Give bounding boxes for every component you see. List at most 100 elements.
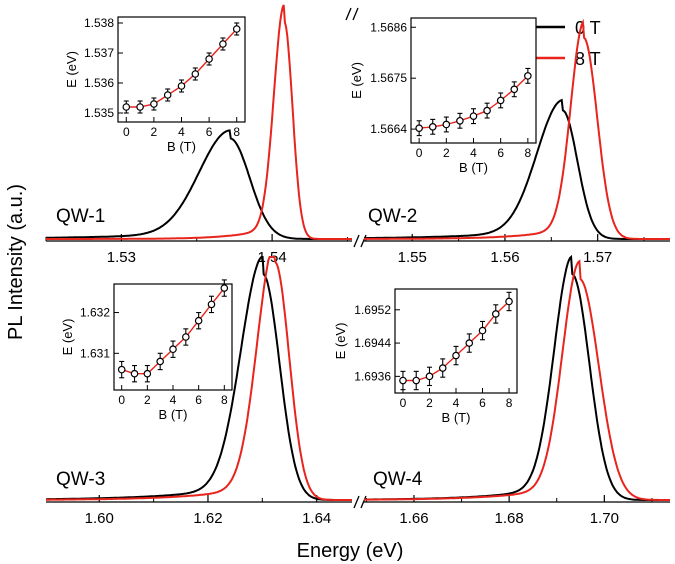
inset-x-tick-label-qw2: 2: [443, 146, 450, 160]
data-point-marker: [483, 106, 491, 115]
inset-point-qw3: [130, 364, 139, 383]
data-point-marker: [456, 116, 464, 125]
inset-x-tick-label-qw3: 6: [195, 393, 202, 407]
inset-point-qw1: [191, 67, 200, 81]
inset-point-qw3: [220, 279, 229, 297]
data-point-marker: [505, 297, 513, 306]
inset-y-tick-label-qw1: 1.538: [84, 16, 114, 30]
inset-x-tick-label-qw2: 0: [416, 146, 423, 160]
inset-point-qw4: [399, 370, 407, 391]
inset-y-label-qw3: E (eV): [60, 319, 75, 356]
inset-x-label-qw3: B (T): [159, 407, 188, 422]
inset-y-label-qw4: E (eV): [333, 323, 348, 360]
data-point-marker: [220, 284, 229, 292]
data-point-marker: [425, 372, 434, 381]
inset-x-tick-label-qw4: 6: [479, 396, 486, 410]
inset-qw4: 0 2 4 6 8 1.6936 1.6944 1.6952 B (T) E (eV): [333, 288, 518, 425]
data-point-marker: [415, 124, 423, 132]
break-slash: [352, 7, 359, 21]
inset-point-qw2: [524, 67, 532, 84]
panel-label-qw2: QW-2: [368, 206, 417, 227]
data-point-marker: [491, 310, 500, 318]
inset-y-tick-label-qw2: 1.5664: [370, 122, 407, 136]
x-axis-label: Energy (eV): [297, 540, 404, 562]
data-point-marker: [428, 122, 437, 131]
data-point-marker: [465, 339, 474, 347]
legend-label-0t: 0 T: [575, 18, 601, 38]
data-point-marker: [122, 103, 131, 111]
data-point-marker: [442, 120, 451, 129]
data-point-marker: [452, 351, 460, 360]
break-gap: [346, 7, 358, 21]
inset-y-tick-label-qw3: 1.631: [80, 346, 110, 360]
panel-label-qw3: QW-3: [56, 469, 105, 490]
inset-y-label-qw1: E (eV): [64, 51, 79, 88]
data-point-marker: [469, 112, 478, 120]
x-tick-label-qw2: 1.57: [583, 249, 612, 266]
inset-point-qw1: [177, 79, 186, 93]
spectrum-qw3-8t: [46, 256, 352, 501]
inset-x-label-qw2: B (T): [459, 160, 488, 175]
x-tick-label-qw2: 1.55: [398, 249, 427, 266]
panel-label-qw4: QW-4: [373, 469, 423, 490]
data-point-marker: [117, 365, 126, 374]
inset-y-tick-label-qw2: 1.5686: [370, 20, 407, 34]
inset-point-qw4: [425, 366, 434, 387]
inset-qw1: 0 2 4 6 8 1.535 1.536 1.537 1.538 B (T) E (eV): [64, 16, 246, 154]
inset-qw3: 0 2 4 6 8 1.631 1.632 B (T) E (eV): [60, 279, 233, 422]
break-slash: [353, 234, 360, 248]
inset-point-qw3: [156, 352, 164, 371]
inset-y-label-qw2: E (eV): [349, 62, 364, 99]
data-point-marker: [524, 72, 532, 80]
break-gap: [354, 234, 366, 248]
axis-breaks: //: [345, 7, 367, 509]
data-point-marker: [156, 357, 164, 366]
inset-x-tick-label-qw1: 0: [123, 125, 130, 139]
data-point-marker: [182, 333, 190, 341]
data-point-marker: [219, 40, 227, 48]
inset-point-qw2: [428, 118, 437, 135]
inset-x-tick-label-qw4: 4: [453, 396, 460, 410]
inset-y-tick-label-qw4: 1.6936: [354, 369, 391, 383]
inset-point-qw2: [415, 120, 423, 137]
inset-point-qw1: [219, 37, 227, 51]
inset-x-tick-label-qw4: 0: [400, 396, 407, 410]
inset-x-tick-label-qw1: 8: [233, 125, 240, 139]
inset-x-tick-label-qw4: 8: [506, 396, 513, 410]
panel-qw4: 1.66 1.68 1.70 QW-4 0 2 4 6 8 1.6936 1.6944 1.6952 B…: [333, 254, 670, 527]
inset-point-qw2: [510, 81, 519, 98]
inset-x-tick-label-qw3: 2: [144, 393, 151, 407]
inset-point-qw4: [478, 320, 487, 341]
inset-y-tick-label-qw2: 1.5675: [370, 71, 407, 85]
data-point-marker: [163, 91, 172, 99]
inset-y-tick-label-qw1: 1.537: [84, 46, 114, 60]
spectrum-qw1-8t: [46, 4, 352, 240]
legend: 0 T 8 T: [531, 18, 601, 69]
x-tick-label-qw3: 1.60: [85, 510, 114, 527]
inset-point-qw1: [232, 22, 241, 36]
x-tick-label-qw3: 1.64: [302, 510, 331, 527]
spectrum-qw2-8t: [364, 18, 670, 240]
data-point-marker: [169, 345, 177, 354]
data-point-marker: [205, 55, 213, 63]
inset-point-qw1: [205, 52, 213, 66]
break-slash: [360, 234, 367, 248]
inset-point-qw3: [207, 295, 216, 314]
inset-x-tick-label-qw3: 8: [221, 393, 228, 407]
inset-point-qw2: [469, 108, 478, 125]
x-tick-label-qw4: 1.70: [590, 510, 619, 527]
data-point-marker: [177, 82, 186, 90]
inset-frame-qw4: [394, 288, 518, 394]
x-tick-label-qw1: 1.53: [107, 249, 136, 266]
inset-point-qw3: [143, 364, 152, 383]
inset-x-tick-label-qw1: 4: [178, 125, 185, 139]
inset-point-qw3: [182, 328, 190, 346]
break-slash: [360, 495, 367, 509]
data-point-marker: [207, 300, 216, 309]
inset-x-tick-label-qw1: 6: [206, 125, 213, 139]
inset-point-qw2: [456, 112, 464, 129]
break-slash: [353, 495, 360, 509]
inset-point-qw2: [442, 116, 451, 133]
